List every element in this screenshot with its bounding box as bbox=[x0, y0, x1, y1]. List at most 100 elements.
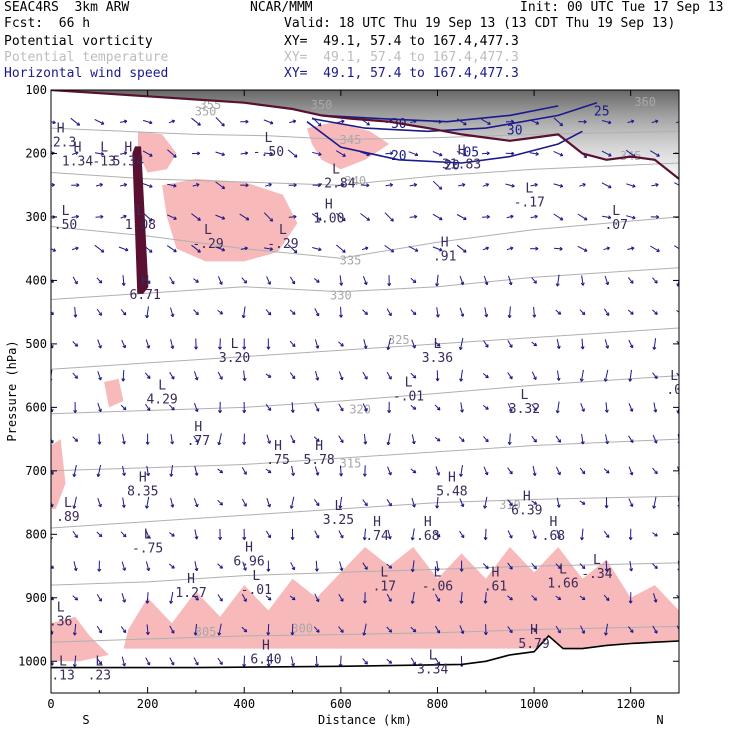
pv-shading-region bbox=[138, 131, 177, 173]
wind-arrow bbox=[142, 119, 153, 124]
x-tick-label: 600 bbox=[330, 697, 352, 711]
wind-arrow bbox=[603, 530, 610, 538]
wind-arrow-head bbox=[318, 152, 322, 156]
wind-arrow bbox=[122, 497, 125, 508]
pv-extremum-value: -.34 bbox=[581, 567, 612, 582]
wind-arrow bbox=[314, 466, 319, 476]
wind-arrow bbox=[122, 465, 125, 476]
wind-arrow bbox=[217, 563, 223, 569]
wind-arrow bbox=[484, 307, 488, 318]
pv-shading-region bbox=[104, 378, 124, 408]
wind-arrow-head bbox=[460, 473, 463, 477]
wind-arrow-head bbox=[124, 533, 127, 537]
wind-arrow bbox=[96, 625, 102, 634]
wind-arrow bbox=[506, 215, 514, 219]
wind-arrow-head bbox=[561, 122, 564, 126]
wind-speed-label: 30 bbox=[507, 123, 523, 138]
wind-arrow bbox=[97, 371, 102, 381]
pv-extremum-type: L bbox=[231, 337, 239, 352]
wind-arrow bbox=[485, 528, 487, 540]
wind-arrow-head bbox=[293, 311, 296, 315]
wind-arrow bbox=[118, 246, 129, 251]
pv-extremum-value: .68 bbox=[416, 529, 439, 544]
pv-extremum-value: -.75 bbox=[132, 542, 163, 557]
theta-contour-label: 330 bbox=[330, 288, 352, 302]
wind-arrow-head bbox=[487, 565, 489, 569]
wind-arrow bbox=[72, 436, 78, 442]
wind-arrow-head bbox=[342, 343, 344, 347]
wind-arrow bbox=[652, 467, 658, 475]
wind-arrow bbox=[96, 308, 102, 316]
wind-arrow bbox=[507, 403, 513, 412]
wind-arrow-head bbox=[102, 249, 105, 253]
wind-arrow bbox=[191, 244, 201, 253]
pv-extremum-type: L bbox=[335, 499, 343, 514]
x-tick-label: 1000 bbox=[520, 697, 549, 711]
wind-arrow-head bbox=[488, 121, 491, 125]
wind-arrow-head bbox=[218, 442, 222, 446]
wind-arrow bbox=[362, 562, 368, 570]
wind-arrow bbox=[265, 309, 272, 316]
pv-extremum-value: .77 bbox=[187, 434, 210, 449]
wind-arrow bbox=[74, 655, 77, 667]
wind-arrow bbox=[507, 340, 513, 348]
pv-extremum-value: -.01 bbox=[393, 389, 424, 404]
wind-arrow bbox=[410, 657, 416, 666]
pv-extremum-value: 5.48 bbox=[436, 485, 467, 500]
wind-arrow bbox=[167, 149, 177, 158]
pv-extremum-value: 5.34 bbox=[113, 154, 144, 169]
wind-arrow-head bbox=[123, 504, 126, 508]
wind-arrow-head bbox=[412, 569, 415, 573]
pv-extremum-type: L bbox=[279, 223, 287, 238]
wind-arrow bbox=[677, 434, 679, 443]
wind-arrow bbox=[144, 403, 151, 411]
wind-arrow bbox=[456, 244, 467, 253]
wind-arrow bbox=[145, 657, 151, 666]
wind-arrow bbox=[580, 369, 584, 382]
wind-arrow bbox=[531, 500, 537, 505]
wind-arrow-head bbox=[582, 183, 586, 185]
wind-speed-contour bbox=[311, 101, 598, 133]
wind-arrow-head bbox=[390, 660, 393, 664]
wind-arrow-head bbox=[74, 632, 77, 636]
wind-arrow bbox=[241, 626, 248, 633]
pv-extremum-value: 1.66 bbox=[547, 577, 578, 592]
wind-arrow bbox=[410, 309, 417, 315]
wind-arrow-head bbox=[583, 501, 586, 505]
wind-arrow-head bbox=[147, 441, 150, 445]
wind-arrow bbox=[432, 246, 443, 251]
wind-arrow bbox=[411, 528, 415, 541]
wind-arrow bbox=[314, 403, 320, 412]
wind-arrow-head bbox=[341, 183, 345, 186]
wind-arrow-head bbox=[173, 406, 175, 411]
wind-arrow-head bbox=[197, 311, 199, 315]
wind-arrow-head bbox=[484, 505, 488, 509]
wind-arrow bbox=[627, 309, 634, 315]
terrain-line bbox=[51, 634, 679, 669]
wind-arrow-head bbox=[100, 345, 102, 349]
wind-arrow bbox=[338, 530, 344, 539]
wind-arrow-head bbox=[365, 441, 368, 445]
wind-arrow bbox=[95, 216, 104, 218]
wind-arrow-head bbox=[680, 441, 681, 444]
wind-arrow bbox=[217, 657, 223, 665]
wind-arrow bbox=[481, 152, 490, 155]
theta-contour-label: 335 bbox=[340, 254, 362, 268]
wind-arrow-head bbox=[389, 183, 393, 186]
wind-arrow bbox=[51, 342, 54, 349]
wind-arrow bbox=[386, 626, 392, 633]
wind-arrow bbox=[120, 183, 127, 187]
wind-arrow bbox=[408, 151, 419, 156]
wind-arrow-head bbox=[268, 663, 271, 667]
wind-arrow bbox=[142, 183, 153, 188]
wind-arrow bbox=[51, 565, 54, 569]
wind-arrow bbox=[628, 435, 634, 443]
wind-arrow-head bbox=[123, 119, 128, 122]
wind-arrow bbox=[340, 306, 342, 318]
wind-arrow-head bbox=[363, 632, 367, 636]
wind-arrow-head bbox=[245, 567, 247, 571]
wind-arrow-head bbox=[535, 565, 537, 569]
wind-arrow bbox=[481, 216, 490, 218]
wind-arrow bbox=[386, 308, 392, 316]
wind-arrow-head bbox=[293, 183, 297, 186]
